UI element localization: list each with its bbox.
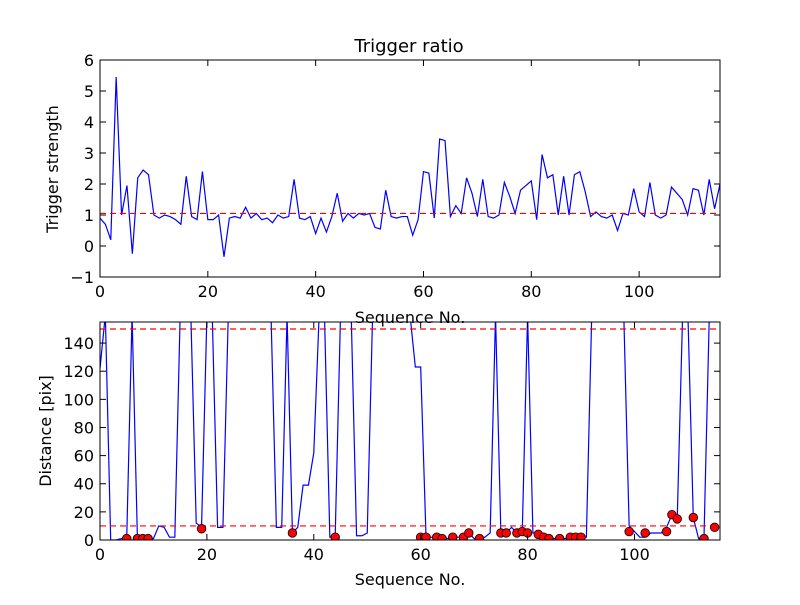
x-tick-label: 80 xyxy=(517,545,537,564)
data-point-marker xyxy=(709,522,720,533)
axes-frame xyxy=(99,321,721,541)
x-tick-label: 0 xyxy=(95,545,105,564)
data-series-line xyxy=(100,322,710,540)
x-tick-label: 40 xyxy=(304,545,324,564)
data-point-marker xyxy=(143,533,153,540)
x-tick-label: 20 xyxy=(198,282,218,301)
x-tick-label: 100 xyxy=(619,545,650,564)
x-tick-label: 40 xyxy=(305,282,325,301)
x-axis-label: Sequence No. xyxy=(355,570,466,589)
data-series-line xyxy=(100,77,720,257)
data-point-marker xyxy=(699,533,709,540)
data-point-marker xyxy=(122,533,132,540)
data-layer xyxy=(100,77,720,257)
data-point-marker xyxy=(640,528,650,538)
data-point-marker xyxy=(688,512,698,523)
data-point-marker xyxy=(330,532,340,540)
y-tick-label: 80 xyxy=(74,418,94,437)
data-point-marker xyxy=(624,526,634,537)
data-point-marker xyxy=(474,533,485,540)
data-point-marker xyxy=(544,533,554,540)
y-tick-label: 140 xyxy=(63,334,94,353)
data-point-marker xyxy=(464,528,474,538)
axes-frame xyxy=(99,59,721,278)
y-tick-label: 20 xyxy=(74,503,94,522)
data-point-marker xyxy=(448,532,458,540)
plot-area: 0 20 40 60 80 100 0 20 40 60 80 100 120 140 xyxy=(63,321,721,564)
y-tick-label: 1 xyxy=(84,206,94,225)
data-point-marker xyxy=(501,528,511,538)
y-tick-label: 0 xyxy=(84,531,94,550)
data-point-marker xyxy=(421,532,431,540)
y-tick-label: 40 xyxy=(74,475,94,494)
y-tick-label: 6 xyxy=(84,51,94,70)
y-axis-label: Trigger strength xyxy=(43,105,62,234)
trigger-ratio-panel: Trigger ratio Sequence No. Trigger stren… xyxy=(43,36,721,327)
x-tick-label: 60 xyxy=(411,545,431,564)
x-axis-label: Sequence No. xyxy=(355,308,466,327)
x-tick-label: 60 xyxy=(413,282,433,301)
y-tick-label: 120 xyxy=(63,362,94,381)
data-point-marker xyxy=(196,524,207,534)
chart-title: Trigger ratio xyxy=(353,36,463,57)
x-tick-label: 0 xyxy=(95,282,105,301)
x-tick-label: 20 xyxy=(197,545,217,564)
data-point-marker xyxy=(437,533,447,540)
data-point-marker xyxy=(661,526,672,537)
y-tick-label: 0 xyxy=(84,237,94,256)
data-layer xyxy=(100,322,720,540)
y-axis-label: Distance [pix] xyxy=(36,375,55,487)
y-tick-label: 2 xyxy=(84,175,94,194)
y-tick-label: 100 xyxy=(63,390,94,409)
data-point-marker xyxy=(554,533,565,540)
x-tick-label: 80 xyxy=(521,282,541,301)
data-point-marker xyxy=(576,532,586,540)
data-point-marker xyxy=(287,528,298,538)
y-tick-label: 3 xyxy=(84,144,94,163)
y-tick-label: 4 xyxy=(84,113,94,132)
x-tick-label: 100 xyxy=(624,282,655,301)
y-tick-label: 60 xyxy=(74,447,94,466)
data-point-marker xyxy=(672,514,682,524)
y-tick-label: −1 xyxy=(70,268,94,287)
y-tick-label: 5 xyxy=(84,82,94,101)
distance-panel: Sequence No. Distance [pix] 0 20 40 60 80 100… xyxy=(36,321,721,589)
